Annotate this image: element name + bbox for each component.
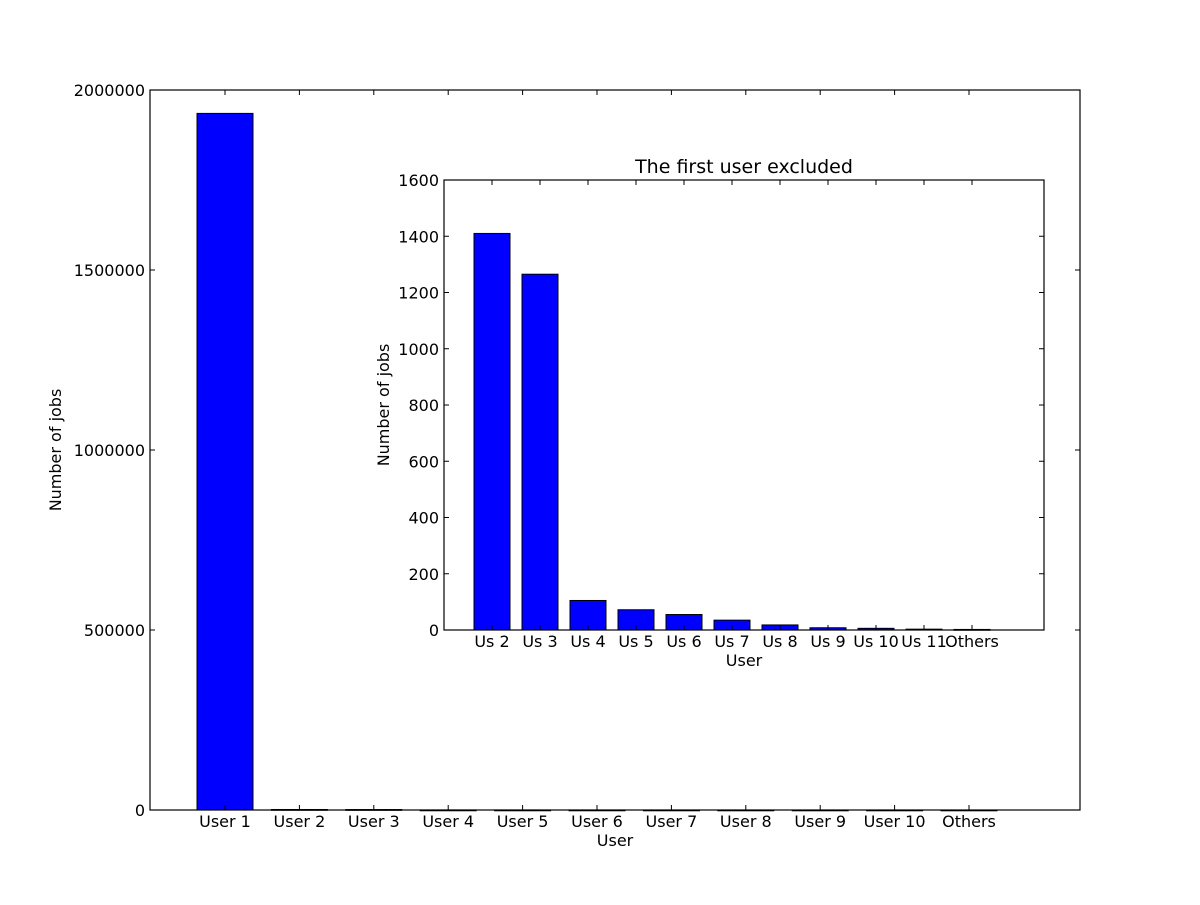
- main-x-tick-label: User 2: [274, 812, 326, 831]
- inset-y-tick-label: 1200: [398, 284, 439, 303]
- main-y-tick-label: 0: [135, 801, 145, 820]
- main-y-tick-label: 1000000: [74, 441, 145, 460]
- inset-x-tick-label: Others: [945, 632, 999, 651]
- inset-bar-1: [473, 232, 511, 631]
- inset-y-tick-label: 800: [408, 396, 439, 415]
- inset-y-tick-label: 0: [429, 621, 439, 640]
- main-y-tick-label: 500000: [84, 621, 145, 640]
- inset-x-tick-label: Us 11: [901, 632, 947, 651]
- inset-x-tick-label: Us 7: [714, 632, 749, 651]
- main-y-tick-label: 2000000: [74, 81, 145, 100]
- inset-chart: Us 2 Us 3 Us 4 Us 5 Us 6 Us 7 Us 8 Us 9 Us 10 Us …: [374, 156, 1045, 670]
- main-ticks: User 1 User 2 User 3 User 4 User 5 User 6 User…: [74, 81, 1080, 831]
- main-x-tick-label: User 9: [794, 812, 846, 831]
- inset-x-tick-label: Us 10: [853, 632, 899, 651]
- inset-y-tick-label: 600: [408, 452, 439, 471]
- inset-y-tick-label: 1000: [398, 340, 439, 359]
- inset-x-axis-label: User: [726, 651, 763, 670]
- main-y-tick-label: 1500000: [74, 261, 145, 280]
- main-x-tick-label: User 7: [646, 812, 698, 831]
- inset-x-tick-label: Us 2: [474, 632, 509, 651]
- inset-x-tick-label: Us 5: [618, 632, 653, 651]
- inset-x-tick-label: Us 4: [570, 632, 605, 651]
- main-x-tick-label: User 8: [720, 812, 772, 831]
- inset-plot-frame: [443, 179, 1045, 631]
- main-x-tick-label: User 10: [864, 812, 926, 831]
- inset-ticks: Us 2 Us 3 Us 4 Us 5 Us 6 Us 7 Us 8 Us 9 Us 10 Us …: [398, 171, 1044, 651]
- main-x-tick-label: User 1: [199, 812, 251, 831]
- main-x-tick-label: Others: [942, 812, 996, 831]
- main-x-axis-label: User: [597, 831, 634, 850]
- inset-y-axis-label: Number of jobs: [374, 344, 393, 467]
- inset-y-tick-label: 1400: [398, 227, 439, 246]
- inset-x-tick-label: Us 6: [666, 632, 701, 651]
- main-plot-frame: [149, 89, 1081, 811]
- inset-bars: [473, 232, 991, 631]
- inset-x-tick-label: Us 3: [522, 632, 557, 651]
- main-y-axis-label: Number of jobs: [46, 389, 65, 512]
- inset-y-tick-label: 200: [408, 565, 439, 584]
- inset-x-tick-label: Us 8: [762, 632, 797, 651]
- main-x-tick-label: User 6: [571, 812, 623, 831]
- inset-bar-2: [521, 273, 559, 631]
- main-x-tick-label: User 4: [422, 812, 474, 831]
- inset-y-tick-label: 1600: [398, 171, 439, 190]
- main-bar-1: [196, 112, 254, 811]
- inset-x-tick-label: Us 9: [810, 632, 845, 651]
- main-x-tick-label: User 5: [497, 812, 549, 831]
- inset-chart-title: The first user excluded: [634, 156, 853, 178]
- main-x-tick-label: User 3: [348, 812, 400, 831]
- inset-y-tick-label: 400: [408, 509, 439, 528]
